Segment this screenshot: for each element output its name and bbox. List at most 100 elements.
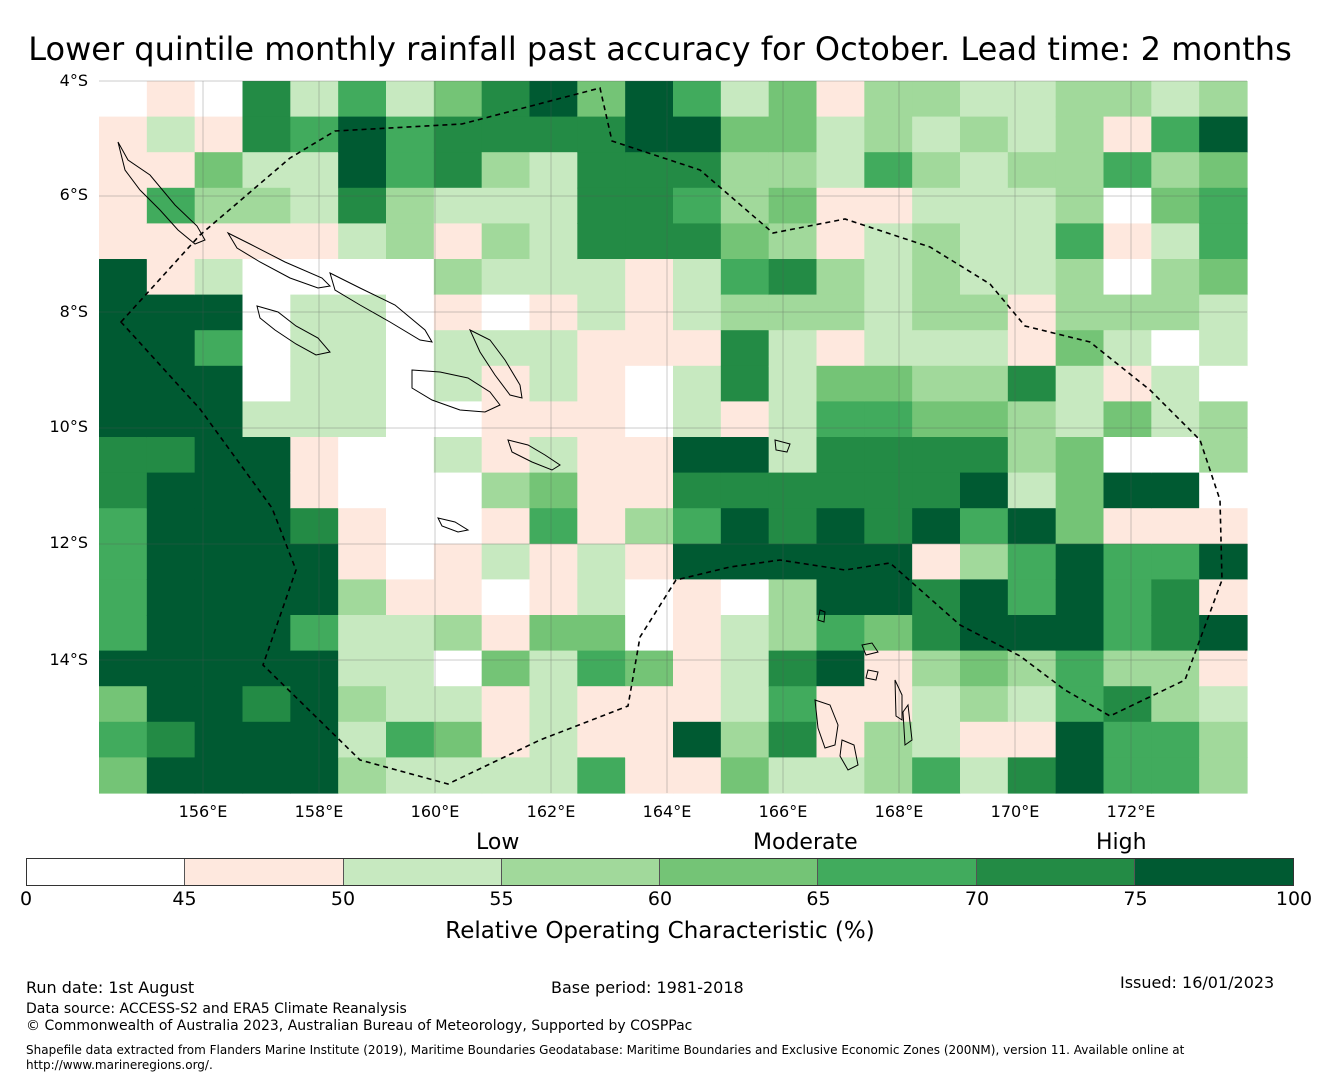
grid-cell <box>146 187 196 224</box>
grid-cell <box>864 116 913 153</box>
colorbar-segment-70-75 <box>976 859 1135 885</box>
grid-cell <box>433 365 483 402</box>
malekula-island <box>839 739 859 771</box>
marineregions-link[interactable]: http://www.marineregions.org/. <box>26 1058 213 1072</box>
colorbar-segment-60-65 <box>660 859 819 885</box>
grid-cell <box>912 650 961 687</box>
grid-cell <box>433 116 483 153</box>
grid-cell <box>433 187 483 224</box>
grid-cell <box>816 116 865 153</box>
grid-cell <box>673 401 722 438</box>
grid-cell <box>338 472 387 509</box>
coastlines <box>117 141 913 771</box>
grid-cell <box>1199 116 1248 153</box>
graticule <box>99 80 1247 793</box>
grid-cell <box>194 579 244 616</box>
lat-label-6s: 6°S <box>59 185 88 204</box>
grid-cell <box>433 437 483 474</box>
grid-cell <box>1199 401 1248 438</box>
lat-label-4s: 4°S <box>59 71 88 90</box>
colorbar-tick-45: 45 <box>172 888 197 910</box>
grid-cell <box>529 401 578 438</box>
grid-cell <box>720 686 770 723</box>
grid-cell <box>1103 401 1152 438</box>
grid-cell <box>577 437 626 474</box>
grid-cell <box>338 650 387 687</box>
grid-cell <box>194 116 244 153</box>
grid-cell <box>1103 650 1152 687</box>
grid-cell <box>1199 81 1248 118</box>
base-period: Base period: 1981-2018 <box>551 978 744 997</box>
grid-cell <box>242 365 291 402</box>
grid-cell <box>386 259 435 296</box>
category-moderate: Moderate <box>753 830 858 855</box>
grid-cell <box>338 81 387 118</box>
grid-cell <box>673 472 722 509</box>
grid-cell <box>912 116 961 153</box>
lon-label-164e: 164°E <box>642 802 692 821</box>
grid-cell <box>816 401 865 438</box>
grid-cell <box>625 187 674 224</box>
grid-cell <box>577 543 626 580</box>
grid-cell <box>481 686 531 723</box>
grid-cell <box>386 81 435 118</box>
grid-cell <box>99 543 148 580</box>
grid-cell <box>1103 686 1152 723</box>
grid-cell <box>99 686 148 723</box>
lon-label-172e: 172°E <box>1106 802 1156 821</box>
lat-label-8s: 8°S <box>59 302 88 321</box>
grid-cell <box>338 543 387 580</box>
grid-cell <box>194 543 244 580</box>
grid-cell <box>481 437 531 474</box>
grid-cell <box>625 152 674 189</box>
grid-cell <box>577 508 626 545</box>
grid-cell <box>99 365 148 402</box>
grid-cell <box>625 650 674 687</box>
grid-cell <box>960 437 1009 474</box>
grid-cell <box>242 259 291 296</box>
grid-cell <box>290 294 339 331</box>
grid-cell <box>720 187 770 224</box>
pentecost-island <box>894 679 903 721</box>
grid-cell <box>673 259 722 296</box>
grid-cell <box>529 187 578 224</box>
grid-cell <box>529 579 578 616</box>
grid-cell <box>864 223 913 260</box>
grid-cell <box>625 330 674 367</box>
grid-cell <box>1151 508 1200 545</box>
espiritu-santo-island <box>814 699 839 749</box>
grid-cell <box>768 615 818 652</box>
category-high: High <box>1096 830 1147 855</box>
grid-cell <box>864 686 913 723</box>
grid-cell <box>529 472 578 509</box>
grid-cell <box>673 650 722 687</box>
grid-cell <box>912 543 961 580</box>
grid-cell <box>912 365 961 402</box>
grid-cell <box>194 223 244 260</box>
grid-cell <box>1007 437 1057 474</box>
grid-cell <box>146 116 196 153</box>
grid-cell <box>768 472 818 509</box>
grid-cell <box>242 721 291 758</box>
grid-cell <box>816 757 865 794</box>
grid-cell <box>1103 508 1152 545</box>
grid-cell <box>1199 508 1248 545</box>
grid-cell <box>99 472 148 509</box>
grid-cell <box>1007 116 1057 153</box>
grid-cell <box>673 116 722 153</box>
grid-cell <box>529 508 578 545</box>
grid-cell <box>625 721 674 758</box>
grid-cell <box>433 152 483 189</box>
grid-cell <box>673 686 722 723</box>
grid-cell <box>720 365 770 402</box>
grid-cell <box>960 81 1009 118</box>
grid-cell <box>625 508 674 545</box>
grid-cell <box>194 437 244 474</box>
data-source: Data source: ACCESS-S2 and ERA5 Climate … <box>26 1001 407 1017</box>
grid-cell <box>338 401 387 438</box>
grid-cell <box>1007 365 1057 402</box>
grid-cell <box>338 365 387 402</box>
grid-cell <box>577 223 626 260</box>
grid-cell <box>1151 650 1200 687</box>
grid-cell <box>816 259 865 296</box>
